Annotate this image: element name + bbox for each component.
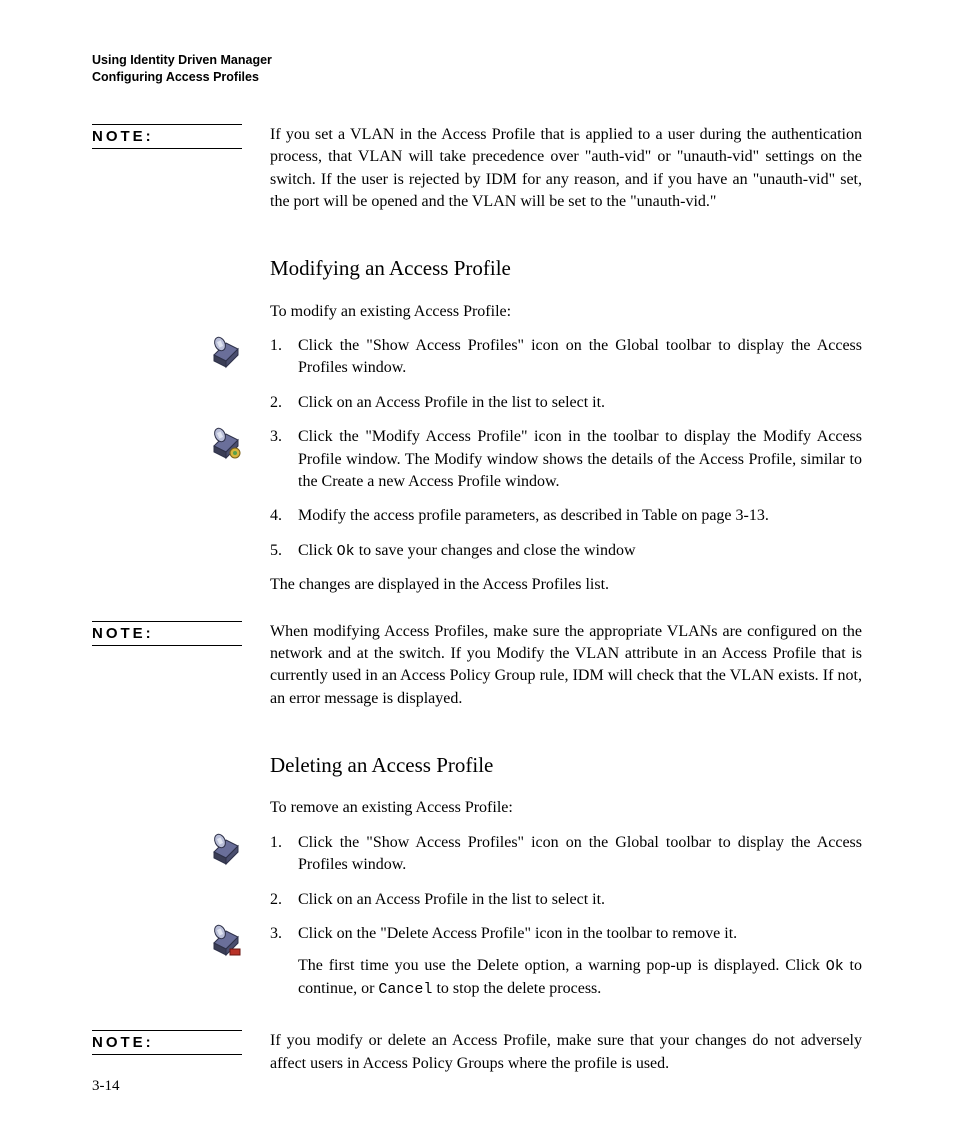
step-text: Click the "Show Access Profiles" icon on… [298,335,862,380]
note-label: NOTE: [92,621,242,646]
note-label: NOTE: [92,124,242,149]
step-text: Click on an Access Profile in the list t… [298,392,862,414]
note-text: If you modify or delete an Access Profil… [270,1030,862,1075]
step-number: 3. [270,426,298,448]
step-number: 5. [270,540,298,562]
note-text: If you set a VLAN in the Access Profile … [270,124,862,214]
page-number: 3-14 [92,1078,120,1095]
step-number: 3. [270,923,298,945]
step-number: 1. [270,335,298,357]
step-text: Click on an Access Profile in the list t… [298,889,862,911]
section-heading: Deleting an Access Profile [270,752,862,779]
delete-access-profile-icon [208,923,242,957]
step-text: Click the "Modify Access Profile" icon i… [298,426,862,493]
show-access-profiles-icon [208,335,242,369]
ok-code-text: Ok [337,543,355,560]
step-text: Click on the "Delete Access Profile" ico… [298,923,862,1000]
note-label: NOTE: [92,1030,242,1055]
note-text: When modifying Access Profiles, make sur… [270,621,862,711]
ok-code-text: Ok [826,958,844,975]
step-number: 2. [270,392,298,414]
section-intro: To modify an existing Access Profile: [270,301,862,323]
show-access-profiles-icon [208,832,242,866]
running-header-title: Using Identity Driven Manager [92,52,862,69]
step-text: Modify the access profile parameters, as… [298,505,862,527]
modify-access-profile-icon [208,426,242,460]
step-number: 4. [270,505,298,527]
section-intro: To remove an existing Access Profile: [270,797,862,819]
running-header-subtitle: Configuring Access Profiles [92,69,862,86]
step-text: Click Ok to save your changes and close … [298,540,862,562]
step-number: 2. [270,889,298,911]
section-closing: The changes are displayed in the Access … [270,574,862,596]
cancel-code-text: Cancel [378,981,432,998]
step-number: 1. [270,832,298,854]
step-text: Click the "Show Access Profiles" icon on… [298,832,862,877]
section-heading: Modifying an Access Profile [270,255,862,282]
